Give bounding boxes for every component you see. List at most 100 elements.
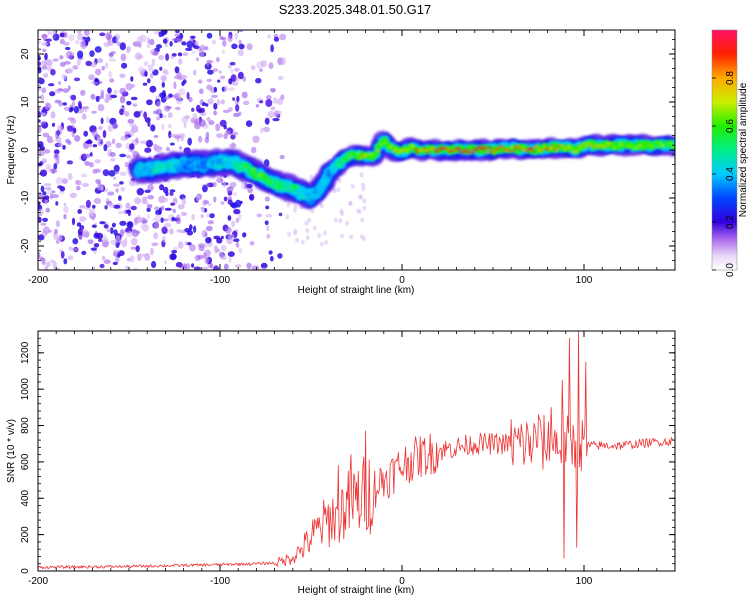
- noise-blob: [153, 232, 159, 240]
- ridge-mark: [322, 180, 326, 185]
- noise-blob: [228, 78, 233, 85]
- noise-blob: [216, 177, 224, 184]
- noise-blob: [176, 229, 182, 233]
- noise-blob: [207, 98, 214, 105]
- noise-blob: [122, 229, 126, 234]
- noise-blob: [213, 102, 218, 110]
- noise-blob: [143, 61, 149, 66]
- colorbar-ticks: 0.0 0.2 0.4 0.6 0.8: [712, 71, 736, 277]
- noise-blob: [163, 71, 170, 76]
- noise-blob: [76, 185, 81, 191]
- noise-blob: [205, 237, 212, 244]
- noise-blob: [94, 46, 102, 53]
- ridge-mark: [667, 143, 671, 147]
- noise-blob: [312, 225, 317, 231]
- noise-blob: [38, 67, 42, 74]
- noise-blob: [147, 184, 154, 192]
- noise-blob: [73, 77, 81, 82]
- ridge-mark: [416, 150, 420, 154]
- noise-blob: [120, 187, 126, 192]
- snr-frame: [37, 330, 676, 572]
- noise-blob: [216, 99, 221, 106]
- noise-blob: [243, 100, 250, 106]
- ridge-mark: [252, 168, 256, 172]
- ridge-mark: [518, 147, 522, 150]
- noise-blob: [100, 117, 104, 125]
- noise-blob: [62, 88, 70, 93]
- noise-blob: [90, 247, 98, 251]
- noise-blob: [233, 112, 240, 118]
- noise-blob: [162, 90, 166, 98]
- noise-blob: [104, 97, 110, 104]
- noise-blob: [236, 95, 240, 102]
- noise-blob: [305, 235, 310, 241]
- ridge-mark: [512, 148, 516, 152]
- ridge-mark: [641, 144, 644, 147]
- noise-blob: [78, 234, 83, 240]
- noise-blob: [146, 44, 151, 49]
- noise-blob: [55, 234, 63, 242]
- noise-blob: [38, 61, 41, 66]
- noise-blob: [110, 51, 117, 55]
- snr-series-line: [38, 331, 675, 570]
- noise-blob: [68, 246, 73, 251]
- noise-blob: [207, 69, 214, 75]
- y-tick-label: 400: [20, 489, 31, 506]
- ridge-mark: [291, 185, 295, 190]
- noise-blob: [270, 106, 276, 111]
- noise-blob: [307, 217, 312, 223]
- ridge-mark: [328, 174, 332, 177]
- noise-blob: [105, 93, 111, 99]
- noise-blob: [81, 113, 87, 120]
- noise-blob: [164, 207, 172, 211]
- noise-blob: [125, 154, 132, 159]
- noise-blob: [128, 179, 135, 187]
- ridge-mark: [335, 167, 339, 170]
- noise-blob: [249, 241, 255, 246]
- ridge-mark: [248, 171, 251, 175]
- noise-blob: [175, 261, 183, 268]
- noise-blob: [171, 53, 177, 57]
- y-tick-label: -20: [20, 238, 31, 253]
- ridge-mark: [571, 150, 575, 153]
- noise-blob: [63, 205, 69, 214]
- ridge-mark: [200, 161, 203, 165]
- ridge-mark: [637, 140, 644, 146]
- noise-blob: [113, 229, 118, 236]
- ridge-mark: [171, 166, 175, 171]
- noise-blob: [132, 103, 138, 107]
- noise-blob: [38, 54, 41, 61]
- noise-blob: [234, 32, 239, 40]
- noise-blob: [147, 64, 154, 70]
- noise-blob: [155, 95, 161, 101]
- noise-blob: [124, 161, 129, 168]
- ridge-mark: [237, 163, 241, 167]
- ridge-mark: [660, 144, 664, 147]
- noise-blob: [143, 196, 148, 201]
- noise-blob: [63, 106, 70, 111]
- x-tick-label: 100: [576, 275, 593, 286]
- noise-blob: [140, 223, 146, 229]
- noise-blob: [229, 181, 237, 188]
- spectrogram-y-axis: -20 -10 0 10 20: [20, 29, 675, 271]
- noise-blob: [51, 194, 59, 199]
- noise-blob: [220, 99, 225, 105]
- noise-blob: [97, 185, 103, 191]
- noise-blob: [220, 201, 225, 205]
- ridge-mark: [293, 189, 297, 194]
- ridge-mark: [206, 163, 210, 167]
- noise-blob: [233, 238, 240, 242]
- noise-blob: [135, 230, 141, 234]
- ridge-mark: [597, 145, 601, 149]
- ridge-mark: [453, 148, 457, 151]
- noise-blob: [125, 82, 133, 91]
- noise-blob: [237, 49, 244, 57]
- ridge-mark: [551, 144, 555, 148]
- noise-blob: [73, 105, 79, 114]
- ridge-mark: [211, 161, 214, 165]
- noise-blob: [109, 78, 115, 83]
- noise-blob: [172, 208, 176, 214]
- noise-blob: [105, 116, 110, 124]
- noise-blob: [119, 95, 126, 104]
- ridge-mark: [346, 153, 350, 156]
